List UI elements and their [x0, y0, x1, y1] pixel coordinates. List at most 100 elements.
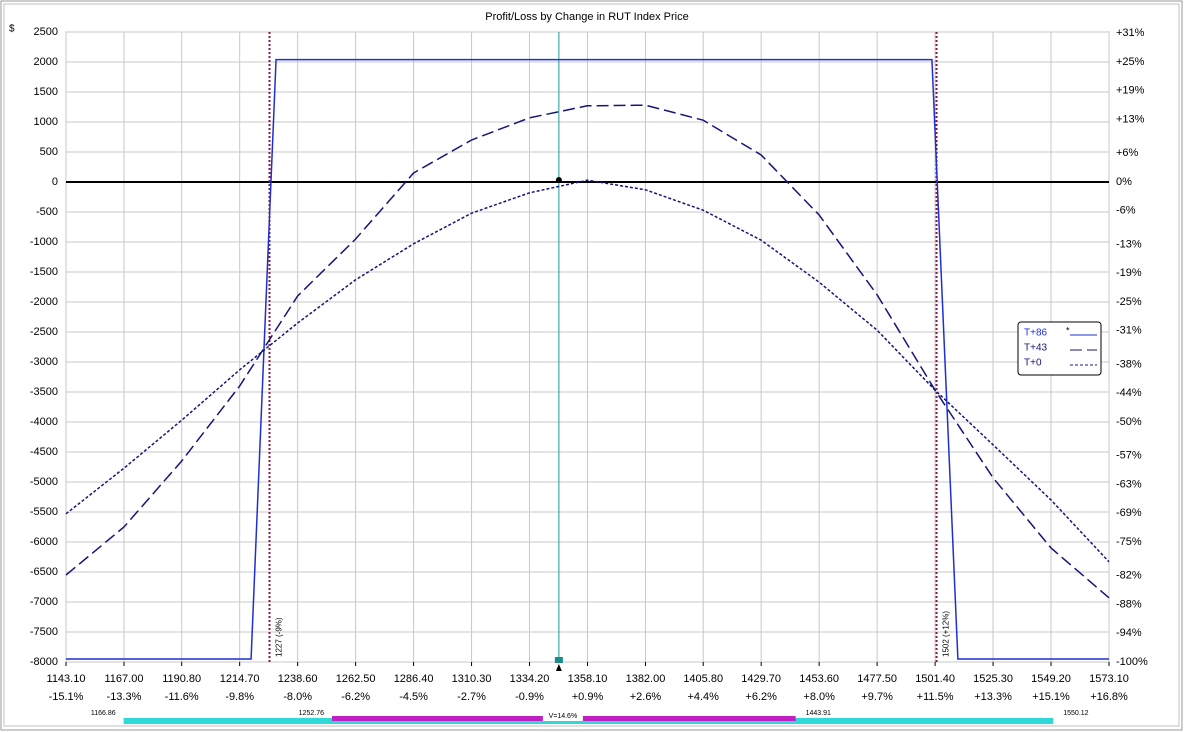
x-tick-label: 1429.70 [741, 673, 781, 685]
y2-tick-label: -82% [1116, 570, 1142, 582]
x-tick-pct-label: -2.7% [457, 691, 486, 703]
range-label-bg [542, 711, 583, 721]
y2-tick-label: -69% [1116, 507, 1142, 519]
y-tick-label: -7500 [30, 626, 58, 638]
x-tick-label: 1358.10 [568, 673, 608, 685]
x-tick-label: 1525.30 [973, 673, 1013, 685]
x-tick-pct-label: -11.6% [165, 691, 199, 703]
y2-tick-label: +25% [1116, 56, 1145, 68]
x-tick-label: 1549.20 [1031, 673, 1071, 685]
x-tick-pct-label: -0.9% [515, 691, 544, 703]
current-price-arrow [555, 664, 562, 671]
y2-tick-label: -31% [1116, 325, 1142, 337]
y-tick-label: 2000 [34, 56, 58, 68]
y-tick-label: -1500 [30, 266, 58, 278]
y2-tick-label: -88% [1116, 598, 1142, 610]
y-tick-label: -1000 [30, 236, 58, 248]
x-tick-label: 1214.70 [220, 673, 260, 685]
x-tick-pct-label: +6.2% [745, 691, 777, 703]
x-tick-pct-label: -9.8% [225, 691, 254, 703]
x-tick-pct-label: -6.2% [341, 691, 370, 703]
x-tick-label: 1477.50 [857, 673, 897, 685]
series-line [65, 179, 1110, 563]
y2-tick-label: -100% [1116, 656, 1148, 668]
y-tick-label: -3000 [30, 356, 58, 368]
legend-label: T+0 [1024, 358, 1042, 369]
y2-tick-label: -63% [1116, 478, 1142, 490]
current-price-dot [555, 177, 562, 183]
x-tick-pct-label: +8.0% [803, 691, 835, 703]
x-tick-label: 1143.10 [47, 673, 86, 685]
range-value: 1443.91 [806, 710, 831, 717]
y2-tick-label: 0% [1116, 176, 1132, 188]
y-tick-label: -5500 [30, 506, 58, 518]
inner-frame [3, 3, 1180, 727]
x-tick-pct-label: +16.8% [1090, 691, 1128, 703]
y-tick-label: -4000 [30, 416, 58, 428]
y2-tick-label: +6% [1116, 147, 1139, 159]
y-tick-label: -5000 [30, 476, 58, 488]
x-tick-label: 1286.40 [394, 673, 434, 685]
x-tick-pct-label: -15.1% [49, 691, 84, 703]
x-tick-pct-label: +13.3% [974, 691, 1012, 703]
y-tick-label: -2500 [30, 326, 58, 338]
x-tick-pct-label: +4.4% [687, 691, 719, 703]
x-tick-label: 1453.60 [799, 673, 839, 685]
x-tick-label: 1334.20 [510, 673, 550, 685]
x-tick-pct-label: +2.6% [630, 691, 662, 703]
y2-tick-label: +19% [1116, 85, 1145, 97]
x-tick-label: 1405.80 [683, 673, 723, 685]
breakeven-label: 1502 (+12%) [942, 611, 951, 657]
y-tick-label: 500 [40, 146, 58, 158]
chart-title: Profit/Loss by Change in RUT Index Price [485, 11, 688, 23]
y-tick-label: -2000 [30, 296, 58, 308]
y2-tick-label: -6% [1116, 205, 1136, 217]
y-unit: $ [9, 24, 15, 35]
y2-tick-label: -19% [1116, 267, 1142, 279]
y2-tick-label: -13% [1116, 238, 1142, 250]
y-tick-label: 1000 [34, 116, 58, 128]
legend-label: T+43 [1024, 343, 1048, 354]
y2-tick-label: -75% [1116, 536, 1142, 548]
y2-tick-label: -57% [1116, 450, 1142, 462]
x-tick-pct-label: +15.1% [1032, 691, 1070, 703]
x-tick-label: 1573.10 [1089, 673, 1129, 685]
y-tick-label: 2500 [34, 26, 58, 38]
y2-tick-label: -38% [1116, 358, 1142, 370]
x-tick-pct-label: +0.9% [572, 691, 604, 703]
y2-tick-label: -50% [1116, 416, 1142, 428]
breakeven-label: 1227 (-9%) [275, 617, 284, 657]
x-tick-pct-label: -4.5% [399, 691, 428, 703]
x-tick-pct-label: -8.0% [283, 691, 312, 703]
legend-label: T+86 [1024, 328, 1048, 339]
x-tick-label: 1262.50 [336, 673, 376, 685]
legend-marker: * [1066, 325, 1070, 335]
y-tick-label: -6000 [30, 536, 58, 548]
x-tick-pct-label: +9.7% [861, 691, 893, 703]
y-tick-label: 1500 [34, 86, 58, 98]
y2-tick-label: -25% [1116, 296, 1142, 308]
y-tick-label: -8000 [30, 656, 58, 668]
y2-tick-label: +13% [1116, 114, 1145, 126]
current-price-marker [554, 657, 563, 663]
range-value: 1550.12 [1063, 710, 1088, 717]
range-label: V=14.6% [549, 713, 578, 720]
y2-tick-label: +31% [1116, 27, 1145, 39]
y-tick-label: -500 [36, 206, 58, 218]
y2-tick-label: -94% [1116, 627, 1142, 639]
range-value: 1166.86 [91, 710, 116, 717]
y2-tick-label: -44% [1116, 387, 1142, 399]
y-tick-label: -7000 [30, 596, 58, 608]
x-tick-label: 1382.00 [626, 673, 666, 685]
y-tick-label: -3500 [30, 386, 58, 398]
y-tick-label: 0 [52, 176, 58, 188]
range-value: 1252.76 [299, 710, 324, 717]
y-tick-label: -6500 [30, 566, 58, 578]
x-tick-pct-label: -13.3% [107, 691, 142, 703]
y-tick-label: -4500 [30, 446, 58, 458]
x-tick-label: 1310.30 [452, 673, 492, 685]
series-line [66, 58, 1109, 660]
x-tick-label: 1167.00 [104, 673, 143, 685]
x-tick-label: 1190.80 [162, 673, 201, 685]
